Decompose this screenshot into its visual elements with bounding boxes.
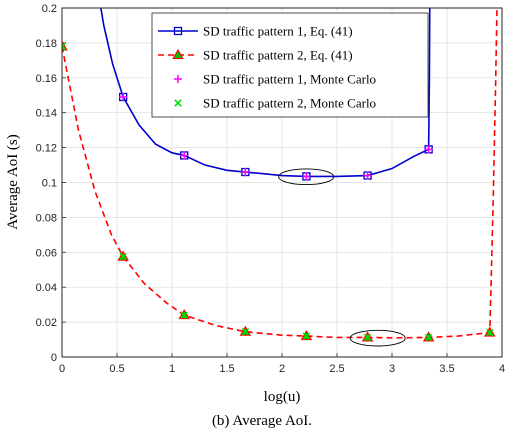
series-3-point — [241, 168, 250, 177]
y-tick-label: 0.14 — [36, 108, 57, 120]
legend-label: SD traffic pattern 2, Eq. (41) — [203, 48, 353, 63]
y-tick-label: 0.2 — [42, 3, 57, 15]
y-tick-label: 0.04 — [36, 282, 57, 294]
series-3-point — [119, 92, 128, 101]
series-3-point — [180, 151, 189, 160]
y-tick-labels: 0 0.02 0.04 0.06 0.08 0.1 0.12 0.14 0.16 0.18 0.2 — [36, 3, 57, 364]
legend-entry-1: SD traffic pattern 1, Eq. (41) — [158, 24, 353, 39]
annotation-ellipse — [349, 329, 406, 347]
legend-marker — [174, 75, 182, 83]
legend-marker — [173, 26, 183, 36]
x-tick-label: 3.5 — [439, 363, 454, 375]
y-tick-label: 0.1 — [42, 178, 57, 190]
y-tick-label: 0.18 — [36, 38, 57, 50]
y-tick-label: 0.12 — [36, 143, 57, 155]
legend-label: SD traffic pattern 1, Eq. (41) — [203, 24, 353, 39]
data-curves — [62, 8, 498, 339]
x-tick-label: 1 — [169, 363, 175, 375]
data-markers — [62, 40, 496, 342]
series-4-point — [486, 328, 494, 337]
series-3-point — [424, 145, 433, 154]
legend-entry-4: SD traffic pattern 2, Monte Carlo — [174, 96, 376, 111]
annotation-ellipse — [278, 168, 335, 186]
y-tick-label: 0 — [51, 352, 57, 364]
series-3-point — [363, 171, 372, 180]
y-tick-label: 0.06 — [36, 247, 57, 259]
series-3-point — [302, 172, 311, 181]
x-tick-label: 4 — [499, 363, 505, 375]
y-tick-label: 0.08 — [36, 212, 57, 224]
annotation-ellipses — [278, 168, 406, 347]
x-tick-labels: 0 0.5 1 1.5 2 2.5 3 3.5 4 — [59, 363, 505, 375]
x-axis-label: log(u) — [264, 389, 301, 405]
x-tick-label: 1.5 — [219, 363, 234, 375]
y-axis-label: Average AoI (s) — [5, 134, 21, 230]
legend: SD traffic pattern 1, Eq. (41) SD traffic… — [151, 12, 429, 118]
y-tick-label: 0.16 — [36, 73, 57, 85]
legend-marker — [172, 48, 184, 60]
x-tick-label: 0.5 — [109, 363, 124, 375]
x-tick-label: 0 — [59, 363, 65, 375]
series-4-point — [119, 252, 127, 261]
series-4-point — [241, 327, 250, 336]
series-1-line — [100, 8, 431, 178]
figure-caption: (b) Average AoI. — [212, 413, 312, 429]
y-tick-label: 0.02 — [36, 317, 57, 329]
series-4-point — [180, 311, 188, 319]
plot-frame — [61, 7, 503, 358]
x-tick-label: 2.5 — [329, 363, 344, 375]
series-4-point — [62, 42, 66, 51]
x-tick-label: 2 — [279, 363, 285, 375]
series-4-point — [302, 332, 311, 340]
x-tick-label: 3 — [389, 363, 395, 375]
series-4-point — [363, 333, 372, 342]
legend-label: SD traffic pattern 1, Monte Carlo — [203, 72, 376, 87]
legend-entry-2: SD traffic pattern 2, Eq. (41) — [158, 48, 353, 63]
legend-entry-3: SD traffic pattern 1, Monte Carlo — [174, 72, 376, 87]
series-4-point — [424, 333, 433, 342]
legend-label: SD traffic pattern 2, Monte Carlo — [203, 96, 376, 111]
legend-marker — [174, 99, 182, 107]
